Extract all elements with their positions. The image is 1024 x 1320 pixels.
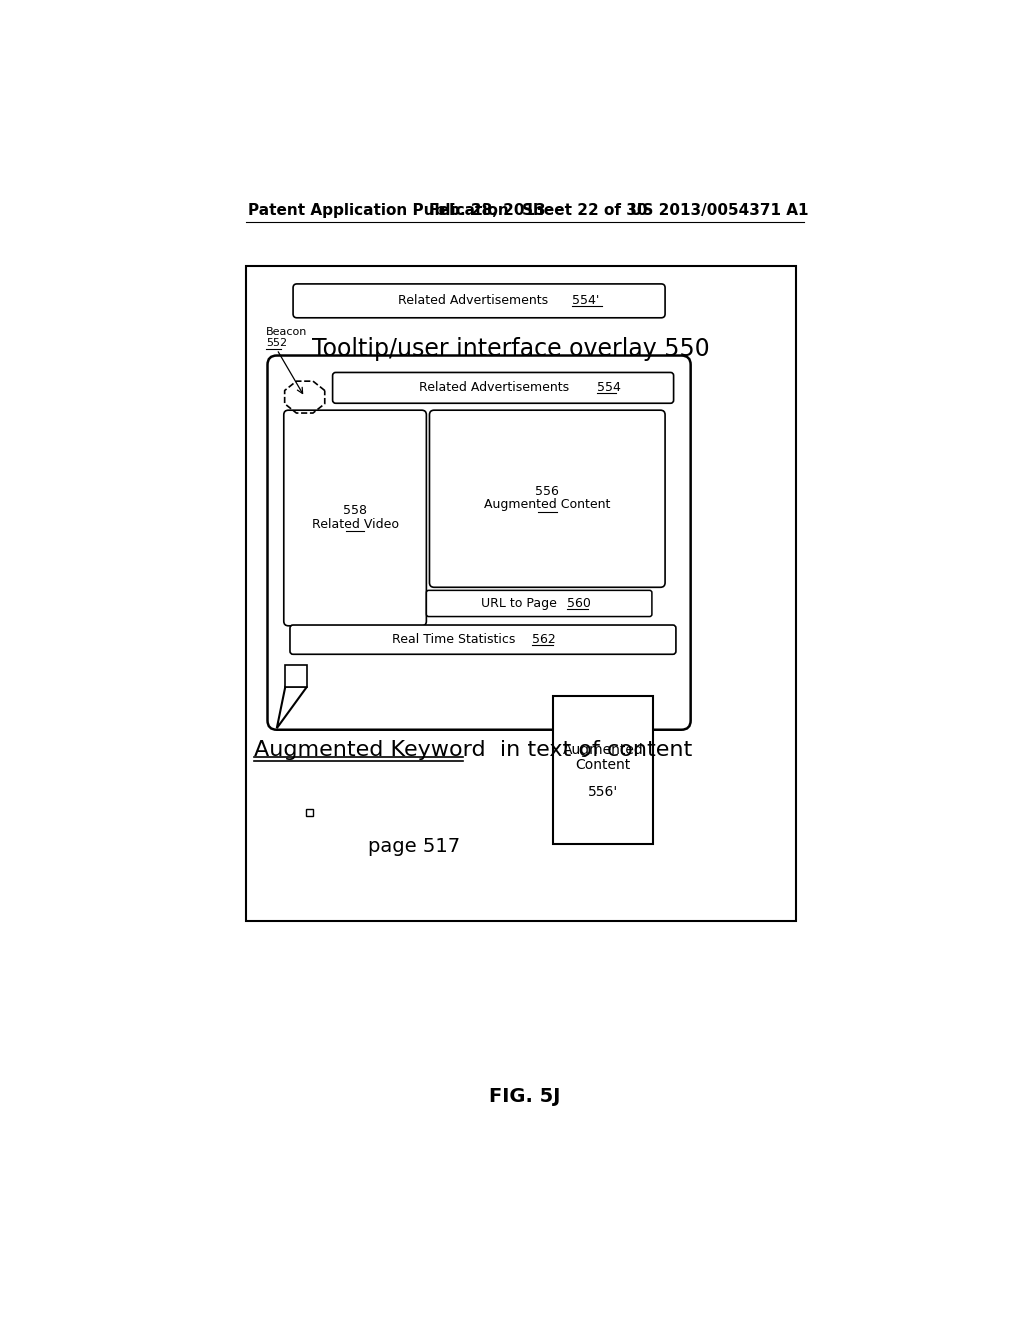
FancyBboxPatch shape [293, 284, 665, 318]
Text: Augmented Content: Augmented Content [484, 499, 610, 511]
Text: Related Advertisements: Related Advertisements [420, 381, 569, 395]
Bar [553, 696, 653, 843]
Text: Patent Application Publication: Patent Application Publication [248, 203, 509, 218]
FancyBboxPatch shape [290, 626, 676, 655]
Text: 556: 556 [536, 484, 559, 498]
Text: Related Video: Related Video [311, 517, 398, 531]
FancyBboxPatch shape [333, 372, 674, 404]
Text: Augmented Keyword  in text of content: Augmented Keyword in text of content [254, 739, 692, 760]
Text: URL to Page: URL to Page [481, 597, 557, 610]
Text: Tooltip/user interface overlay 550: Tooltip/user interface overlay 550 [312, 338, 711, 362]
Text: US 2013/0054371 A1: US 2013/0054371 A1 [630, 203, 809, 218]
Text: 554': 554' [572, 294, 599, 308]
Text: 558: 558 [343, 504, 367, 517]
Text: Content: Content [575, 758, 631, 772]
Text: FIG. 5J: FIG. 5J [489, 1086, 560, 1106]
Text: 562: 562 [531, 634, 556, 647]
Text: 560: 560 [566, 597, 591, 610]
FancyBboxPatch shape [284, 411, 426, 626]
FancyBboxPatch shape [426, 590, 652, 616]
Polygon shape [276, 686, 307, 729]
Text: Related Advertisements: Related Advertisements [397, 294, 548, 308]
Text: page 517: page 517 [369, 837, 461, 855]
Text: Sheet 22 of 30: Sheet 22 of 30 [521, 203, 647, 218]
Text: Real Time Statistics: Real Time Statistics [392, 634, 516, 647]
Text: 556': 556' [588, 785, 618, 799]
Bar [306, 809, 313, 816]
Text: Augmented: Augmented [563, 743, 643, 756]
FancyBboxPatch shape [267, 355, 690, 730]
Text: 552: 552 [266, 338, 287, 348]
Text: Feb. 28, 2013: Feb. 28, 2013 [429, 203, 546, 218]
Text: 554: 554 [597, 381, 621, 395]
FancyBboxPatch shape [429, 411, 665, 587]
Bar [246, 267, 796, 921]
Text: Beacon: Beacon [266, 326, 307, 337]
Bar [286, 665, 307, 686]
